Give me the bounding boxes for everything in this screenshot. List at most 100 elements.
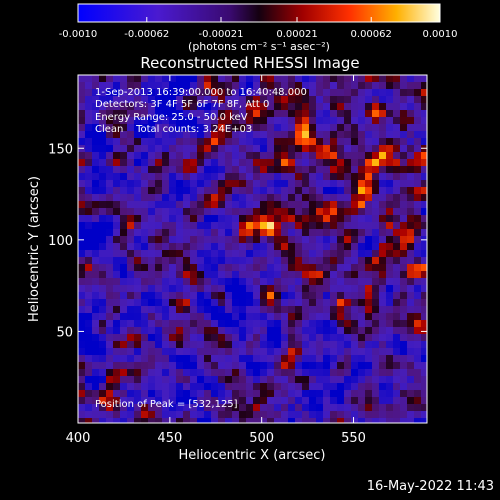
heatmap-cell	[190, 187, 197, 194]
heatmap-cell	[197, 89, 204, 96]
heatmap-cell	[281, 418, 288, 423]
heatmap-cell	[281, 131, 288, 138]
heatmap-cell	[421, 159, 427, 166]
heatmap-cell	[358, 376, 365, 383]
heatmap-cell	[288, 299, 295, 306]
heatmap-cell	[337, 187, 344, 194]
heatmap-cell	[120, 215, 127, 222]
heatmap-cell	[372, 278, 379, 285]
heatmap-cell	[120, 180, 127, 187]
heatmap-cell	[127, 383, 134, 390]
heatmap-cell	[393, 194, 400, 201]
heatmap-cell	[316, 397, 323, 404]
heatmap-cell	[225, 208, 232, 215]
heatmap-cell	[148, 131, 155, 138]
heatmap-cell	[400, 194, 407, 201]
heatmap-cell	[155, 103, 162, 110]
heatmap-cell	[211, 257, 218, 264]
heatmap-cell	[155, 110, 162, 117]
heatmap-cell	[302, 306, 309, 313]
heatmap-cell	[106, 173, 113, 180]
heatmap-cell	[106, 243, 113, 250]
heatmap-cell	[330, 257, 337, 264]
heatmap-cell	[197, 124, 204, 131]
heatmap-cell	[323, 152, 330, 159]
heatmap-cell	[246, 131, 253, 138]
heatmap-cell	[358, 187, 365, 194]
heatmap-cell	[253, 180, 260, 187]
heatmap-cell	[309, 201, 316, 208]
heatmap-cell	[260, 159, 267, 166]
heatmap-cell	[365, 348, 372, 355]
heatmap-cell	[316, 145, 323, 152]
heatmap-cell	[162, 418, 169, 423]
heatmap-cell	[148, 369, 155, 376]
heatmap-cell	[190, 173, 197, 180]
heatmap-cell	[246, 194, 253, 201]
heatmap-cell	[288, 187, 295, 194]
heatmap-cell	[127, 250, 134, 257]
heatmap-cell	[316, 376, 323, 383]
heatmap-cell	[141, 383, 148, 390]
heatmap-cell	[106, 397, 113, 404]
heatmap-cell	[78, 264, 85, 271]
heatmap-cell	[400, 229, 407, 236]
heatmap-cell	[302, 285, 309, 292]
heatmap-cell	[106, 103, 113, 110]
heatmap-cell	[407, 341, 414, 348]
heatmap-cell	[176, 194, 183, 201]
heatmap-cell	[309, 243, 316, 250]
heatmap-cell	[372, 180, 379, 187]
heatmap-cell	[372, 250, 379, 257]
heatmap-cell	[246, 215, 253, 222]
heatmap-cell	[253, 152, 260, 159]
heatmap-cell	[162, 390, 169, 397]
heatmap-cell	[260, 264, 267, 271]
heatmap-cell	[134, 215, 141, 222]
heatmap-cell	[260, 222, 267, 229]
heatmap-cell	[295, 110, 302, 117]
heatmap-cell	[421, 299, 427, 306]
heatmap-cell	[183, 397, 190, 404]
heatmap-cell	[239, 257, 246, 264]
heatmap-cell	[211, 236, 218, 243]
heatmap-cell	[148, 215, 155, 222]
heatmap-cell	[127, 187, 134, 194]
heatmap-cell	[337, 313, 344, 320]
heatmap-cell	[169, 173, 176, 180]
heatmap-cell	[372, 236, 379, 243]
heatmap-cell	[197, 103, 204, 110]
heatmap-cell	[239, 187, 246, 194]
heatmap-cell	[141, 292, 148, 299]
heatmap-cell	[183, 75, 190, 82]
colorbar-tick-label: 0.0010	[423, 29, 458, 40]
heatmap-cell	[253, 222, 260, 229]
heatmap-cell	[204, 369, 211, 376]
heatmap-cell	[176, 187, 183, 194]
heatmap-cell	[337, 124, 344, 131]
heatmap-cell	[155, 229, 162, 236]
heatmap-cell	[239, 110, 246, 117]
heatmap-cell	[169, 383, 176, 390]
heatmap-cell	[78, 306, 85, 313]
heatmap-cell	[232, 306, 239, 313]
heatmap-cell	[267, 362, 274, 369]
heatmap-cell	[162, 173, 169, 180]
heatmap-cell	[85, 89, 92, 96]
heatmap-cell	[393, 152, 400, 159]
heatmap-cell	[267, 103, 274, 110]
heatmap-cell	[232, 194, 239, 201]
heatmap-cell	[127, 173, 134, 180]
heatmap-cell	[162, 320, 169, 327]
heatmap-cell	[323, 180, 330, 187]
heatmap-cell	[127, 229, 134, 236]
heatmap-cell	[99, 376, 106, 383]
heatmap-cell	[134, 348, 141, 355]
heatmap-cell	[323, 376, 330, 383]
heatmap-cell	[400, 152, 407, 159]
heatmap-cell	[414, 110, 421, 117]
heatmap-cell	[92, 131, 99, 138]
heatmap-cell	[197, 264, 204, 271]
heatmap-cell	[351, 355, 358, 362]
heatmap-cell	[92, 278, 99, 285]
